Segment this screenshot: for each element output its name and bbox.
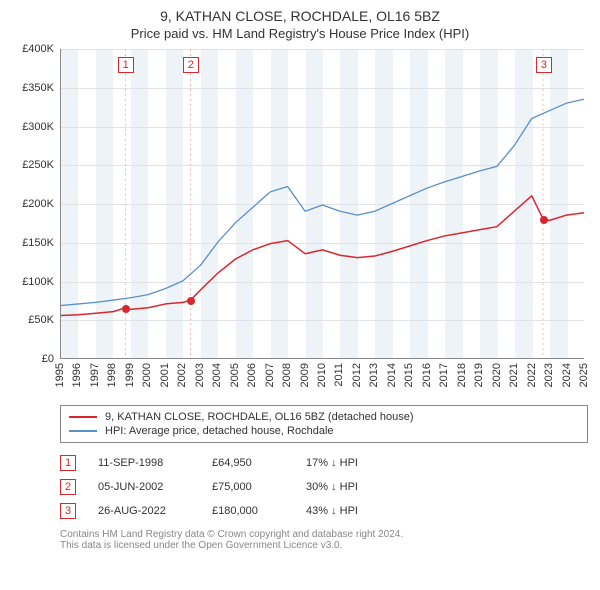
title-line1: 9, KATHAN CLOSE, ROCHDALE, OL16 5BZ [12, 8, 588, 24]
transaction-date: 05-JUN-2002 [98, 481, 190, 493]
x-tick-label: 2015 [403, 363, 415, 387]
x-tick-label: 2021 [508, 363, 520, 387]
y-tick-label: £100K [12, 276, 54, 288]
x-axis: 1995199619971998199920002001200220032004… [60, 359, 584, 399]
x-tick-label: 2000 [141, 363, 153, 387]
transaction-date: 11-SEP-1998 [98, 457, 190, 469]
x-tick-label: 2007 [264, 363, 276, 387]
transaction-price: £180,000 [212, 505, 284, 517]
transaction-hpi: 43% ↓ HPI [306, 505, 358, 517]
chart-marker-badge: 3 [536, 57, 552, 73]
x-tick-label: 2003 [194, 363, 206, 387]
x-tick-label: 2017 [438, 363, 450, 387]
y-tick-label: £200K [12, 198, 54, 210]
transaction-row: 1 11-SEP-1998 £64,950 17% ↓ HPI [60, 451, 588, 475]
legend-label: 9, KATHAN CLOSE, ROCHDALE, OL16 5BZ (det… [105, 411, 414, 423]
transaction-hpi: 30% ↓ HPI [306, 481, 358, 493]
transactions-table: 1 11-SEP-1998 £64,950 17% ↓ HPI 2 05-JUN-2002… [60, 451, 588, 523]
chart-marker-badge: 1 [118, 57, 134, 73]
x-tick-label: 2016 [421, 363, 433, 387]
y-axis: £0£50K£100K£150K£200K£250K£300K£350K£400… [12, 49, 58, 359]
transaction-row: 3 26-AUG-2022 £180,000 43% ↓ HPI [60, 499, 588, 523]
x-tick-label: 2011 [333, 363, 345, 387]
footer-line1: Contains HM Land Registry data © Crown c… [60, 529, 588, 540]
x-tick-label: 2010 [316, 363, 328, 387]
footer-line2: This data is licensed under the Open Gov… [60, 540, 588, 551]
x-tick-label: 1995 [54, 363, 66, 387]
chart-title: 9, KATHAN CLOSE, ROCHDALE, OL16 5BZ Pric… [12, 8, 588, 41]
x-tick-label: 2022 [526, 363, 538, 387]
y-tick-label: £400K [12, 43, 54, 55]
x-tick-label: 2001 [159, 363, 171, 387]
legend-swatch [69, 430, 97, 432]
x-tick-label: 2020 [491, 363, 503, 387]
x-tick-label: 2018 [456, 363, 468, 387]
x-tick-label: 2006 [246, 363, 258, 387]
transaction-hpi: 17% ↓ HPI [306, 457, 358, 469]
chart: £0£50K£100K£150K£200K£250K£300K£350K£400… [12, 49, 588, 399]
x-tick-label: 2004 [211, 363, 223, 387]
plot-area: 1 2 3 [60, 49, 584, 359]
y-tick-label: £150K [12, 237, 54, 249]
x-tick-label: 2014 [386, 363, 398, 387]
x-tick-label: 2008 [281, 363, 293, 387]
x-tick-label: 2025 [578, 363, 590, 387]
y-tick-label: £50K [12, 314, 54, 326]
transaction-row: 2 05-JUN-2002 £75,000 30% ↓ HPI [60, 475, 588, 499]
transaction-price: £75,000 [212, 481, 284, 493]
x-tick-label: 2024 [561, 363, 573, 387]
chart-lines [61, 49, 584, 358]
footer: Contains HM Land Registry data © Crown c… [60, 529, 588, 551]
x-tick-label: 2012 [351, 363, 363, 387]
legend-row: HPI: Average price, detached house, Roch… [69, 424, 579, 438]
y-tick-label: £300K [12, 121, 54, 133]
x-tick-label: 2009 [299, 363, 311, 387]
transaction-date: 26-AUG-2022 [98, 505, 190, 517]
x-tick-label: 2013 [368, 363, 380, 387]
y-tick-label: £250K [12, 159, 54, 171]
x-tick-label: 2023 [543, 363, 555, 387]
y-tick-label: £350K [12, 82, 54, 94]
legend: 9, KATHAN CLOSE, ROCHDALE, OL16 5BZ (det… [60, 405, 588, 443]
legend-row: 9, KATHAN CLOSE, ROCHDALE, OL16 5BZ (det… [69, 410, 579, 424]
x-tick-label: 2019 [473, 363, 485, 387]
legend-label: HPI: Average price, detached house, Roch… [105, 425, 334, 437]
x-tick-label: 1998 [106, 363, 118, 387]
title-line2: Price paid vs. HM Land Registry's House … [12, 26, 588, 41]
transaction-price: £64,950 [212, 457, 284, 469]
price-point-marker [122, 305, 130, 313]
chart-marker-badge: 2 [183, 57, 199, 73]
x-tick-label: 2005 [229, 363, 241, 387]
x-tick-label: 1997 [89, 363, 101, 387]
y-tick-label: £0 [12, 353, 54, 365]
transaction-badge: 3 [60, 503, 76, 519]
transaction-badge: 1 [60, 455, 76, 471]
transaction-badge: 2 [60, 479, 76, 495]
legend-swatch [69, 416, 97, 418]
price-point-marker [187, 297, 195, 305]
x-tick-label: 2002 [176, 363, 188, 387]
x-tick-label: 1996 [71, 363, 83, 387]
price-point-marker [540, 216, 548, 224]
x-tick-label: 1999 [124, 363, 136, 387]
